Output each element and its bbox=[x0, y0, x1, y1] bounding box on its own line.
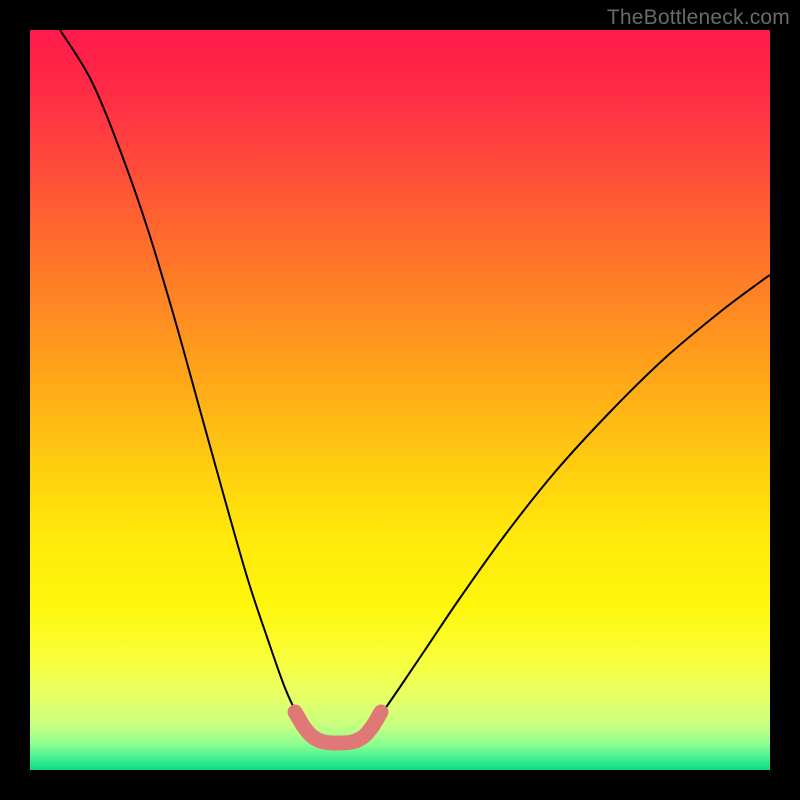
bottleneck-chart bbox=[0, 0, 800, 800]
chart-container: TheBottleneck.com bbox=[0, 0, 800, 800]
plot-area bbox=[30, 30, 770, 770]
watermark-text: TheBottleneck.com bbox=[607, 6, 790, 30]
